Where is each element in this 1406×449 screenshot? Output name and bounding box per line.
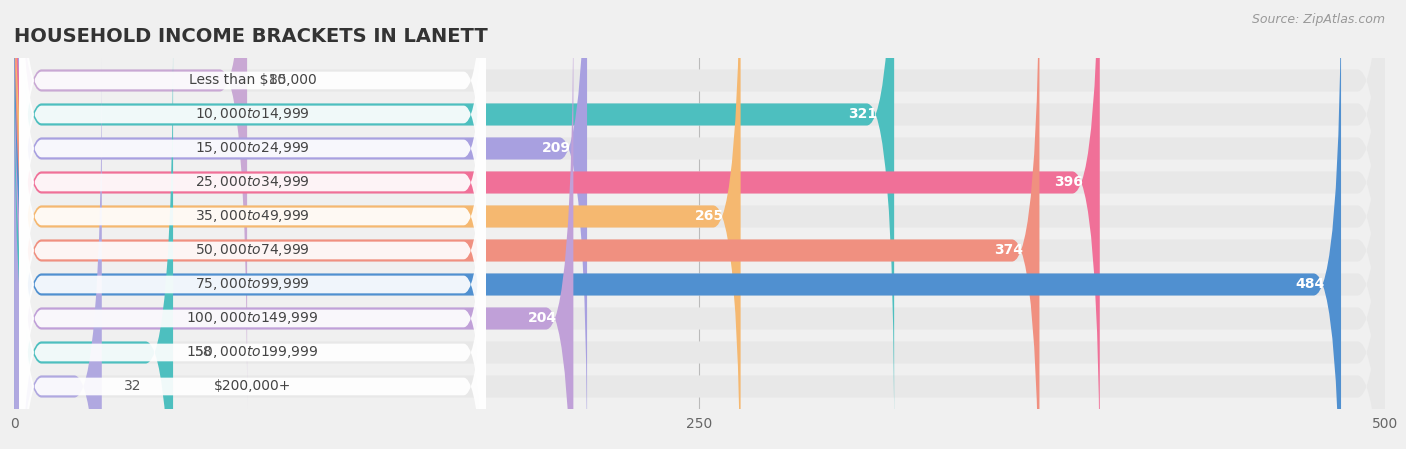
FancyBboxPatch shape (14, 0, 588, 449)
Text: $75,000 to $99,999: $75,000 to $99,999 (195, 277, 309, 292)
FancyBboxPatch shape (20, 0, 485, 449)
Text: $35,000 to $49,999: $35,000 to $49,999 (195, 208, 309, 224)
FancyBboxPatch shape (14, 0, 247, 409)
Text: $150,000 to $199,999: $150,000 to $199,999 (187, 344, 319, 361)
Text: $10,000 to $14,999: $10,000 to $14,999 (195, 106, 309, 123)
FancyBboxPatch shape (14, 23, 173, 449)
FancyBboxPatch shape (14, 0, 1385, 409)
FancyBboxPatch shape (20, 55, 485, 449)
Text: Less than $10,000: Less than $10,000 (188, 74, 316, 88)
FancyBboxPatch shape (20, 0, 485, 343)
Text: $50,000 to $74,999: $50,000 to $74,999 (195, 242, 309, 259)
FancyBboxPatch shape (14, 23, 1385, 449)
Text: $15,000 to $24,999: $15,000 to $24,999 (195, 141, 309, 156)
Text: 32: 32 (124, 379, 141, 393)
FancyBboxPatch shape (14, 0, 1385, 449)
FancyBboxPatch shape (14, 0, 894, 444)
FancyBboxPatch shape (20, 123, 485, 449)
FancyBboxPatch shape (14, 57, 101, 449)
Text: 204: 204 (527, 312, 557, 326)
FancyBboxPatch shape (14, 0, 1341, 449)
FancyBboxPatch shape (14, 0, 1385, 449)
FancyBboxPatch shape (14, 0, 1385, 449)
FancyBboxPatch shape (20, 0, 485, 412)
Text: 321: 321 (849, 107, 877, 122)
FancyBboxPatch shape (14, 0, 1099, 449)
FancyBboxPatch shape (20, 21, 485, 449)
FancyBboxPatch shape (14, 0, 1039, 449)
FancyBboxPatch shape (20, 89, 485, 449)
Text: HOUSEHOLD INCOME BRACKETS IN LANETT: HOUSEHOLD INCOME BRACKETS IN LANETT (14, 26, 488, 46)
FancyBboxPatch shape (14, 57, 1385, 449)
FancyBboxPatch shape (14, 0, 574, 449)
FancyBboxPatch shape (14, 0, 1385, 449)
Text: $100,000 to $149,999: $100,000 to $149,999 (187, 311, 319, 326)
FancyBboxPatch shape (14, 0, 1385, 444)
Text: 58: 58 (195, 345, 212, 360)
Text: 374: 374 (994, 243, 1024, 257)
Text: $200,000+: $200,000+ (214, 379, 291, 393)
FancyBboxPatch shape (14, 0, 1385, 449)
Text: $25,000 to $34,999: $25,000 to $34,999 (195, 175, 309, 190)
FancyBboxPatch shape (14, 0, 1385, 449)
Text: 265: 265 (695, 210, 724, 224)
Text: 209: 209 (541, 141, 571, 155)
Text: 484: 484 (1295, 277, 1324, 291)
FancyBboxPatch shape (20, 0, 485, 446)
Text: Source: ZipAtlas.com: Source: ZipAtlas.com (1251, 13, 1385, 26)
Text: 85: 85 (269, 74, 287, 88)
FancyBboxPatch shape (20, 0, 485, 378)
FancyBboxPatch shape (14, 0, 741, 449)
Text: 396: 396 (1054, 176, 1084, 189)
FancyBboxPatch shape (20, 0, 485, 449)
